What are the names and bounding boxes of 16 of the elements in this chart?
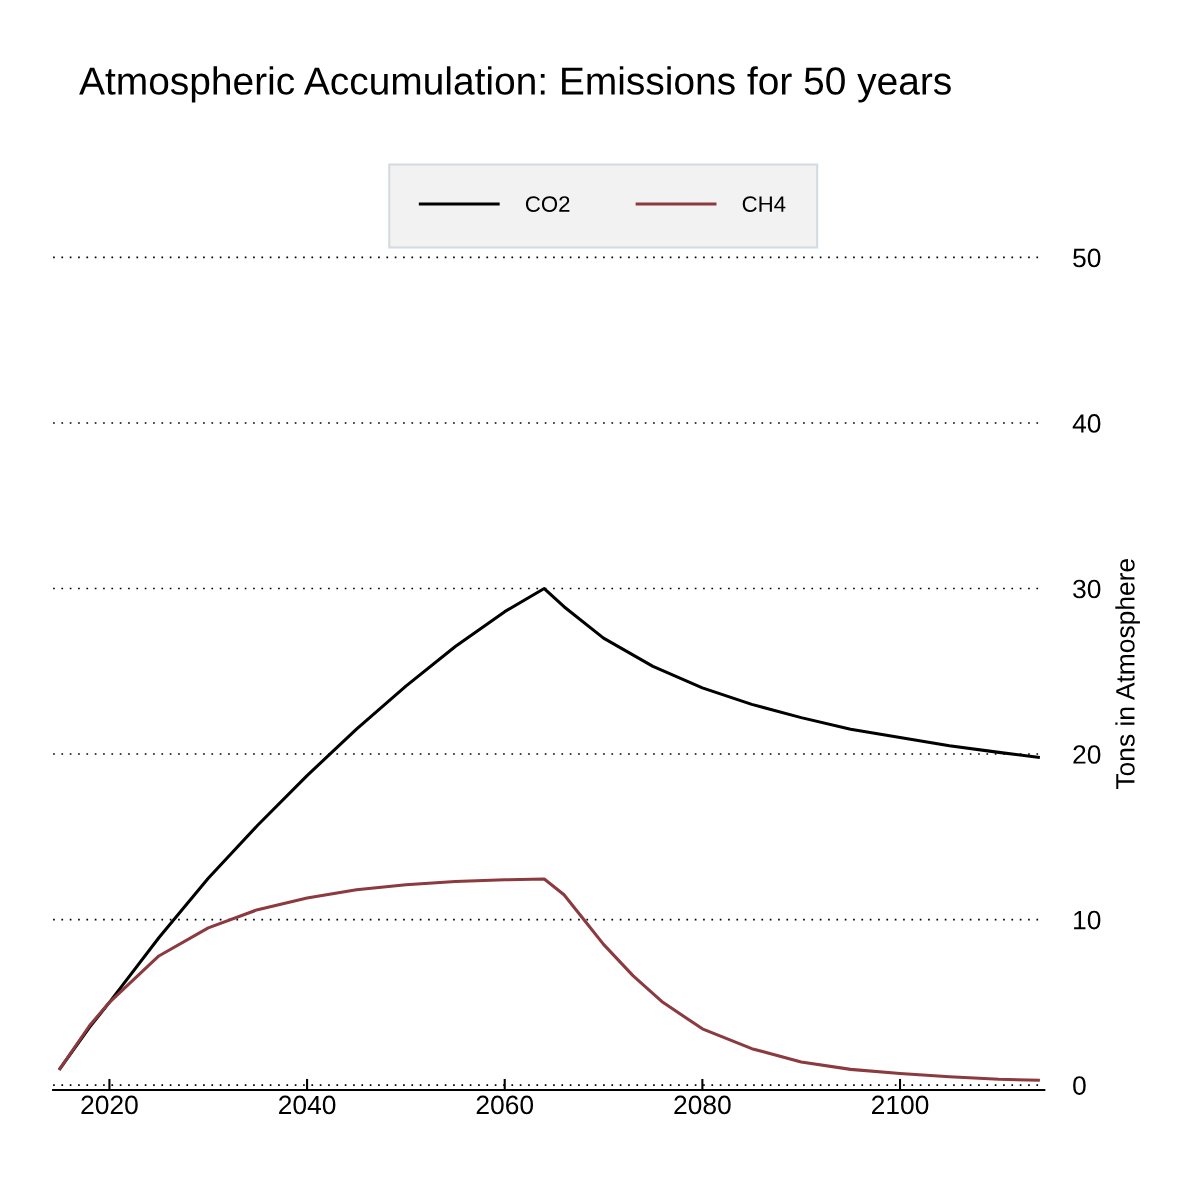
x-tick-label: 2080: [674, 1095, 731, 1115]
y-tick-label: 10: [1074, 910, 1101, 930]
x-tick-label: 2040: [279, 1095, 336, 1115]
chart-title: Atmospheric Accumulation: Emissions for 50 years: [79, 66, 951, 103]
y-tick-label: 50: [1073, 248, 1101, 268]
y-tick-label: 30: [1073, 579, 1101, 599]
x-tick-label: 2100: [872, 1095, 929, 1115]
y-tick-label: 20: [1073, 745, 1101, 764]
y-tick-label: 40: [1072, 414, 1101, 433]
y-axis-title: Tons in Atmosphere: [1115, 559, 1140, 790]
legend-label: CH4: [742, 196, 786, 212]
legend-label: CO2: [525, 196, 570, 212]
y-tick-label: 0: [1073, 1076, 1086, 1095]
x-tick-label: 2060: [476, 1095, 534, 1115]
x-tick-label: 2020: [81, 1095, 138, 1115]
line-series: [58, 877, 1040, 1082]
